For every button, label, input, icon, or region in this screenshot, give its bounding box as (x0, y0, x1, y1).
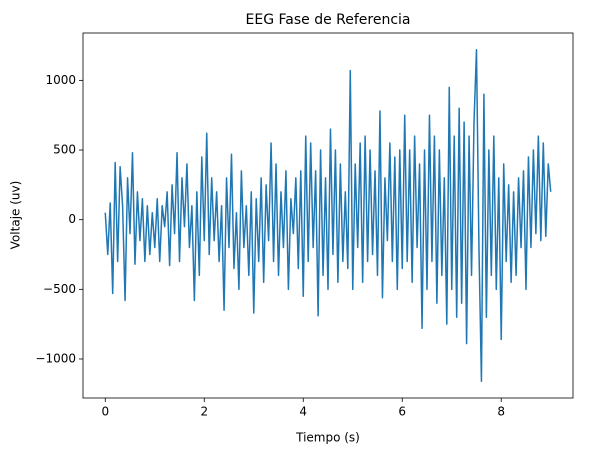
y-tick-label: 500 (53, 143, 76, 157)
signal-line (104, 48, 552, 383)
plot-frame (82, 32, 574, 399)
y-tick-label: −1000 (35, 351, 76, 365)
chart-title: EEG Fase de Referencia (246, 12, 411, 28)
y-tick-label: −500 (43, 282, 76, 296)
x-tick-label: 0 (101, 405, 109, 419)
x-tick-label: 2 (200, 405, 208, 419)
x-tick-label: 4 (299, 405, 307, 419)
y-axis-label: Voltaje (uv) (9, 181, 23, 250)
y-tick-label: 1000 (45, 73, 76, 87)
x-tick-label: 6 (398, 405, 406, 419)
y-tick-label: 0 (68, 212, 76, 226)
x-axis-label: Tiempo (s) (295, 431, 360, 445)
x-tick-label: 8 (497, 405, 505, 419)
